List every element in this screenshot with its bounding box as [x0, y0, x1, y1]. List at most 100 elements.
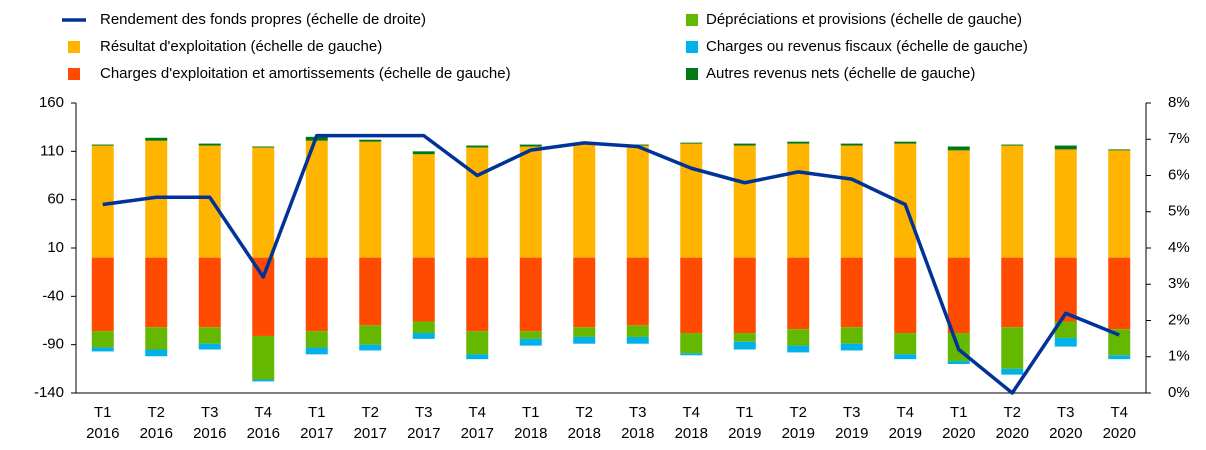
bar [1054, 149, 1077, 258]
bar [305, 347, 328, 355]
x-tick-label: T2 2019 [781, 404, 815, 442]
bar [466, 331, 489, 355]
bar [1108, 257, 1131, 330]
bar [894, 354, 917, 360]
bar [947, 146, 970, 151]
bar [626, 145, 649, 258]
bar [840, 327, 863, 344]
x-tick-label: T3 2019 [835, 404, 869, 442]
bar [305, 331, 328, 348]
bar [91, 144, 114, 146]
bar [145, 137, 168, 141]
bar [412, 321, 435, 334]
bar [1108, 329, 1131, 356]
bar [519, 146, 542, 258]
bar [466, 257, 489, 332]
bar [145, 349, 168, 357]
bar [359, 141, 382, 258]
bar [252, 257, 275, 336]
bar [733, 341, 756, 350]
bar [1001, 145, 1024, 258]
x-tick-label: T3 2017 [407, 404, 441, 442]
y2-tick-label: 2% [1168, 311, 1190, 328]
bar [519, 144, 542, 147]
y-tick-label: 10 [47, 239, 64, 256]
y2-tick-label: 7% [1168, 130, 1190, 147]
bar [947, 361, 970, 364]
x-tick-label: T2 2017 [353, 404, 387, 442]
bar [198, 257, 221, 328]
legend-swatch [68, 68, 80, 80]
bar [680, 353, 703, 356]
bar [412, 154, 435, 258]
bar [1108, 150, 1131, 258]
bar [252, 146, 275, 148]
x-tick-label: T1 2018 [514, 404, 548, 442]
bar [947, 150, 970, 258]
bar [466, 145, 489, 148]
bar [1001, 257, 1024, 328]
x-tick-label: T4 2018 [674, 404, 708, 442]
bar [198, 143, 221, 146]
y2-tick-label: 5% [1168, 203, 1190, 220]
y2-tick-label: 8% [1168, 94, 1190, 111]
x-tick-label: T1 2020 [942, 404, 976, 442]
bar [947, 257, 970, 334]
x-tick-label: T4 2017 [460, 404, 494, 442]
bar [91, 347, 114, 352]
bar [198, 145, 221, 258]
bar [787, 143, 810, 258]
bar [466, 147, 489, 258]
bar [733, 143, 756, 146]
bar [1108, 149, 1131, 151]
bar [840, 257, 863, 328]
bar [1054, 321, 1077, 338]
bar [91, 257, 114, 332]
bar [91, 145, 114, 258]
y2-tick-label: 4% [1168, 239, 1190, 256]
bar [626, 257, 649, 326]
bar [680, 257, 703, 334]
y2-tick-label: 3% [1168, 275, 1190, 292]
bar [1054, 257, 1077, 322]
bar [680, 333, 703, 354]
bar [787, 257, 810, 330]
bar [519, 257, 542, 332]
x-tick-label: T1 2017 [300, 404, 334, 442]
legend-swatch [686, 41, 698, 53]
y-tick-label: -140 [34, 384, 64, 401]
bar [412, 151, 435, 155]
x-tick-label: T3 2018 [621, 404, 655, 442]
x-tick-label: T2 2018 [567, 404, 601, 442]
bar [733, 145, 756, 258]
bar [787, 345, 810, 353]
x-tick-label: T3 2016 [193, 404, 227, 442]
legend-swatch [686, 68, 698, 80]
y2-tick-label: 6% [1168, 166, 1190, 183]
bar [573, 336, 596, 344]
bar [466, 354, 489, 360]
bar [733, 257, 756, 334]
bar [252, 147, 275, 258]
bar [1001, 368, 1024, 375]
bar [359, 257, 382, 326]
bar [680, 143, 703, 258]
x-tick-label: T4 2016 [246, 404, 280, 442]
bar [573, 327, 596, 337]
bar [733, 333, 756, 342]
bar [519, 331, 542, 339]
bar [145, 327, 168, 350]
x-tick-label: T2 2016 [139, 404, 173, 442]
y2-tick-label: 1% [1168, 348, 1190, 365]
legend-swatch [68, 41, 80, 53]
bar [91, 331, 114, 348]
y-tick-label: 110 [40, 142, 64, 159]
bar [1108, 355, 1131, 360]
bar [412, 257, 435, 322]
bar [359, 344, 382, 351]
bar [305, 140, 328, 258]
bar [359, 325, 382, 345]
x-tick-label: T2 2020 [995, 404, 1029, 442]
x-tick-label: T4 2020 [1102, 404, 1136, 442]
y2-tick-label: 0% [1168, 384, 1190, 401]
